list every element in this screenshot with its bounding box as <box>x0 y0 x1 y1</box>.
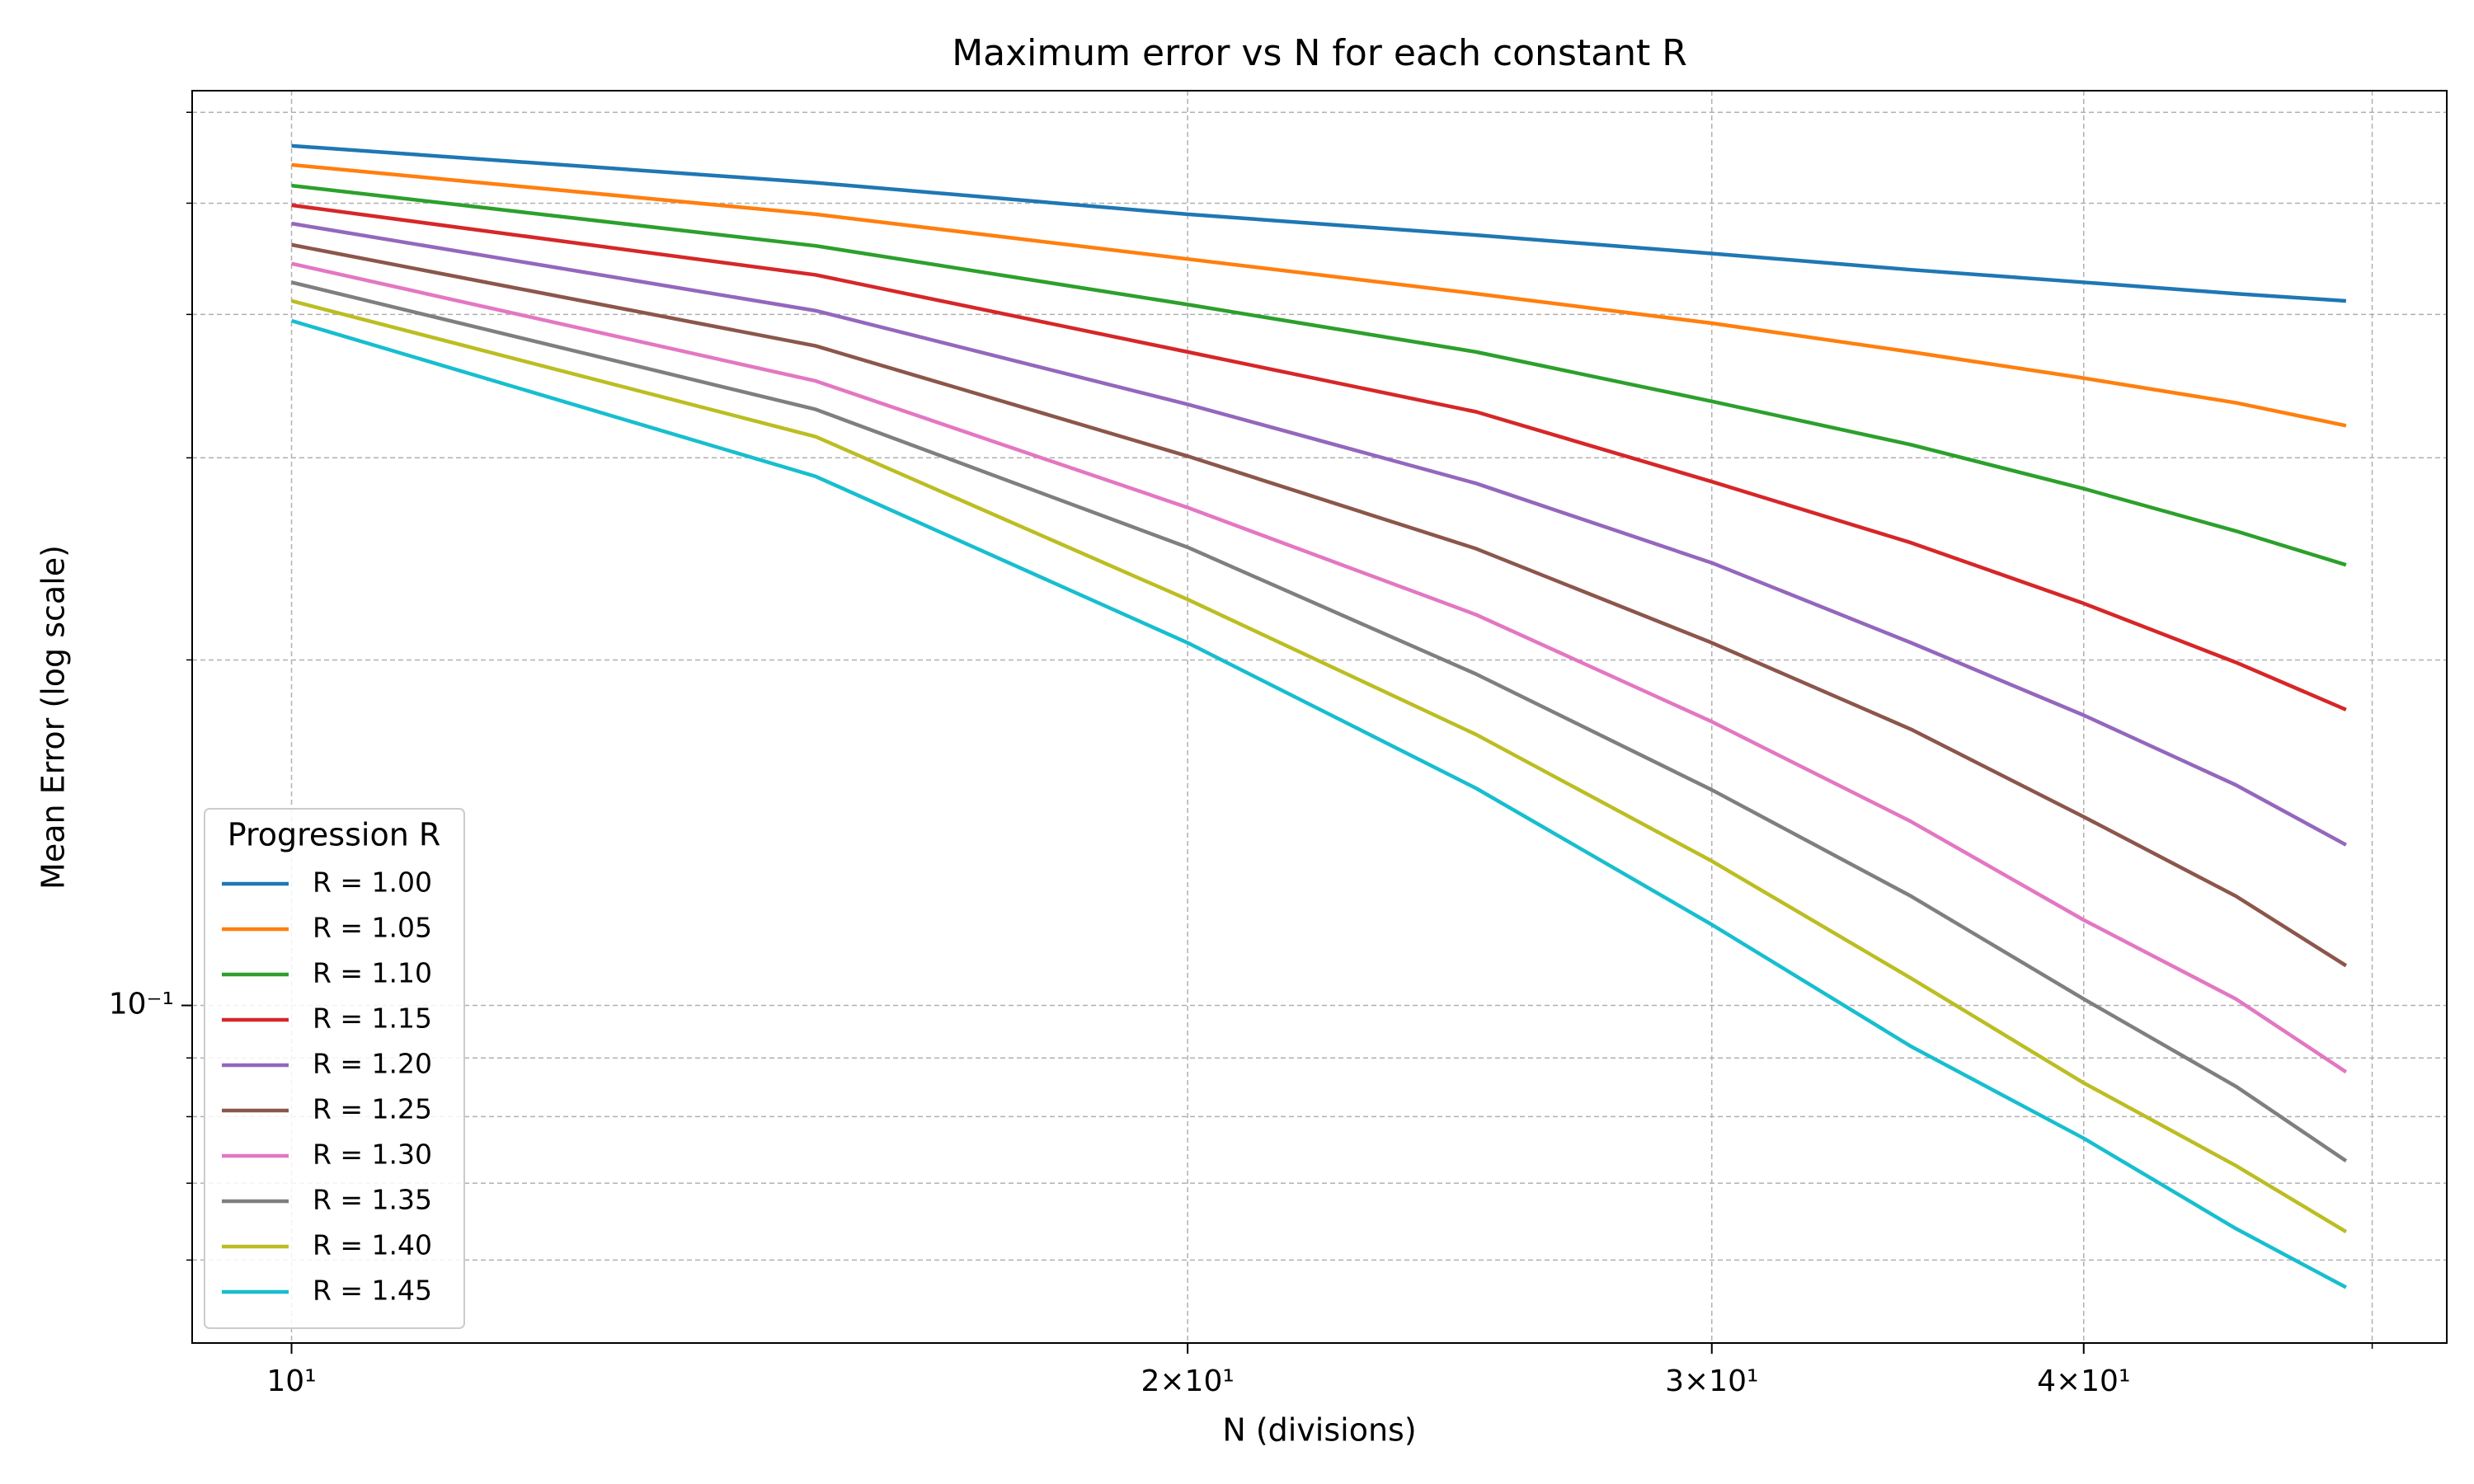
series-line <box>291 183 2347 567</box>
y-axis-label: Mean Error (log scale) <box>35 545 72 890</box>
series-line <box>290 318 2347 1289</box>
x-tick-label: 2×10¹ <box>1141 1364 1234 1398</box>
legend-label: R = 1.30 <box>313 1139 432 1171</box>
series-line <box>290 280 2348 1163</box>
chart-title: Maximum error vs N for each constant R <box>952 32 1687 74</box>
legend-label: R = 1.10 <box>313 957 432 989</box>
x-tick-label: 10¹ <box>266 1364 316 1398</box>
legend: Progression R R = 1.00 R = 1.05 R = 1.10 R =… <box>204 808 465 1329</box>
legend-label: R = 1.15 <box>313 1003 432 1035</box>
legend-label: R = 1.25 <box>313 1093 432 1125</box>
legend-box <box>204 808 465 1329</box>
x-axis-label: N (divisions) <box>1222 1412 1416 1449</box>
series-line <box>291 203 2347 711</box>
legend-title: Progression R <box>228 817 441 853</box>
plot-frame <box>191 90 2448 1344</box>
legend-label: R = 1.35 <box>313 1184 432 1216</box>
y-tick-label: 10⁻¹ <box>109 988 174 1021</box>
series-line <box>291 221 2347 847</box>
legend-label: R = 1.00 <box>313 866 432 899</box>
series-line <box>290 298 2348 1234</box>
series-line <box>291 261 2348 1074</box>
legend-label: R = 1.45 <box>313 1275 432 1307</box>
legend-label: R = 1.40 <box>313 1229 432 1261</box>
series-line <box>291 143 2347 303</box>
series-line <box>291 162 2347 428</box>
x-tick-label: 4×10¹ <box>2037 1364 2130 1398</box>
x-tick-label: 3×10¹ <box>1665 1364 1758 1398</box>
legend-label: R = 1.20 <box>313 1048 432 1080</box>
series-line <box>291 242 2348 968</box>
legend-label: R = 1.05 <box>313 912 432 944</box>
